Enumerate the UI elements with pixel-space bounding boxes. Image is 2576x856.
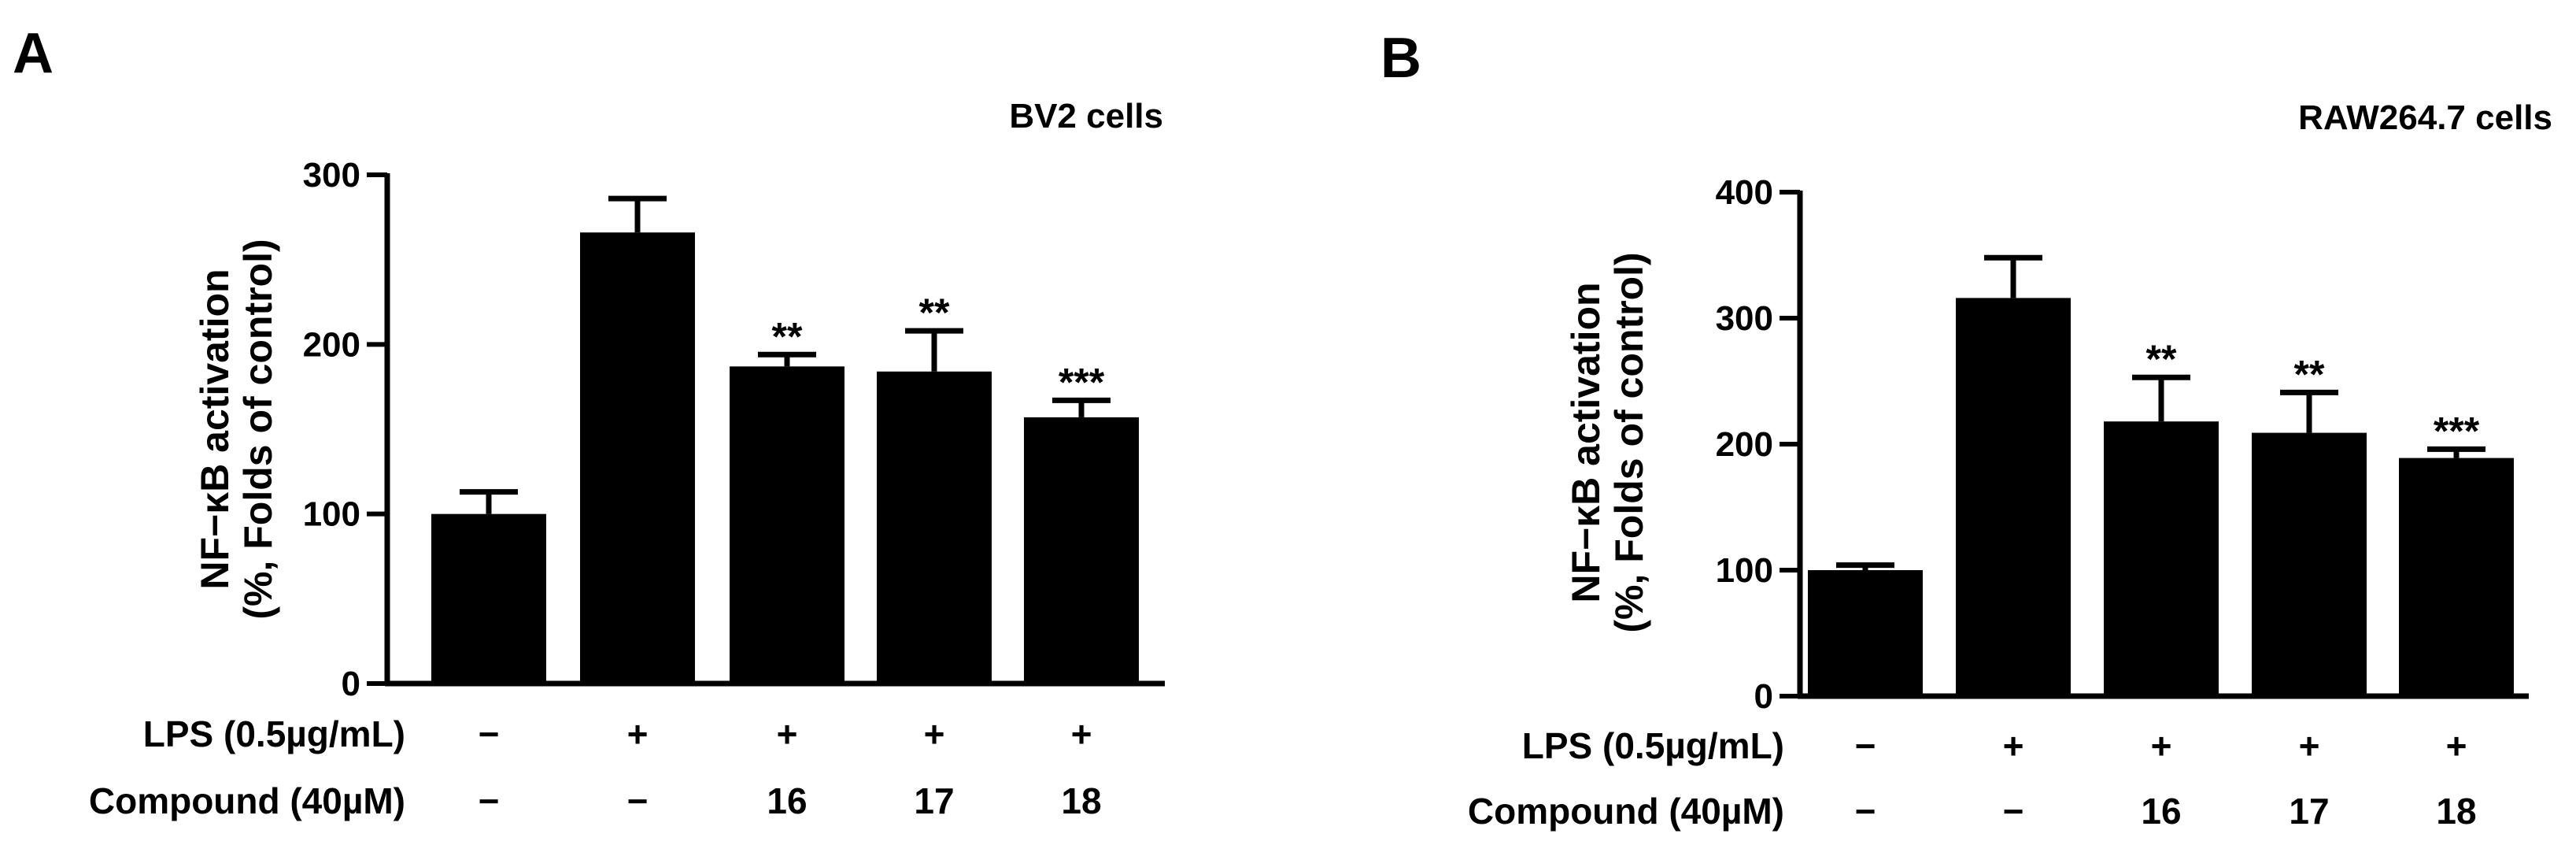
chart-title: RAW264.7 cells [2298,98,2552,137]
lps-row-value: + [2299,725,2320,766]
significance-marker: ** [772,314,803,358]
bv2-bar-chart: A BV2 cells NF−κB activation (%, Folds of c… [13,22,1165,821]
y-tick-label: 300 [1716,299,1773,338]
y-tick-label: 300 [303,156,360,195]
compound-row-value: 16 [2141,791,2181,832]
compound-row-label: Compound (40µM) [1468,791,1784,832]
lps-row-label: LPS (0.5µg/mL) [143,713,405,754]
y-axis-label-line1: NF−κB activation [193,269,237,589]
bar [2252,432,2367,696]
compound-row-label: Compound (40µM) [89,780,405,821]
y-tick-label: 200 [303,325,360,364]
y-tick-label: 0 [1754,677,1773,716]
chart-title: BV2 cells [1009,97,1163,135]
panel-label: A [13,22,54,85]
significance-marker: ** [2146,337,2177,381]
panel-label: B [1380,27,1421,90]
lps-row-value: − [479,713,500,754]
panel-a: A BV2 cells NF−κB activation (%, Folds of c… [0,0,1275,856]
bar [2399,458,2514,696]
compound-row-value: − [627,780,649,821]
lps-row-value: + [627,713,649,754]
y-tick-label: 100 [1716,551,1773,590]
lps-row-value: + [2003,725,2024,766]
lps-row-value: − [1855,725,1876,766]
significance-marker: ** [919,291,950,335]
bar [2104,421,2219,696]
compound-row-value: − [1855,791,1876,832]
significance-marker: *** [2434,409,2480,453]
compound-row-value: 16 [767,780,807,821]
lps-row-value: + [2151,725,2172,766]
lps-row-value: + [2446,725,2467,766]
y-tick-label: 200 [1716,425,1773,464]
compound-row-value: 18 [2436,791,2476,832]
lps-row-value: + [924,713,945,754]
bar [1024,417,1139,684]
bar [1808,570,1923,696]
lps-row-value: + [1071,713,1092,754]
compound-row-value: 17 [914,780,954,821]
bar [1956,298,2071,696]
lps-row-value: + [777,713,798,754]
bar [580,232,695,684]
y-axis-label-line1: NF−κB activation [1564,282,1608,602]
significance-marker: *** [1059,360,1105,404]
bar [730,366,844,684]
y-tick-label: 0 [342,665,360,703]
raw264-bar-chart: B RAW264.7 cells NF−κB activation (%, Folds… [1380,27,2552,832]
compound-row-value: − [479,780,500,821]
y-tick-label: 100 [303,495,360,534]
compound-row-value: 17 [2289,791,2329,832]
y-axis-label-line2: (%, Folds of control) [236,239,280,619]
y-axis-label-line2: (%, Folds of control) [1607,252,1651,632]
lps-row-label: LPS (0.5µg/mL) [1522,725,1784,766]
y-tick-label: 400 [1716,173,1773,212]
panel-b: B RAW264.7 cells NF−κB activation (%, Folds… [1369,0,2576,856]
compound-row-value: 18 [1061,780,1101,821]
bar [431,513,546,684]
compound-row-value: − [2003,791,2024,832]
bar [877,371,992,684]
significance-marker: ** [2294,352,2325,396]
